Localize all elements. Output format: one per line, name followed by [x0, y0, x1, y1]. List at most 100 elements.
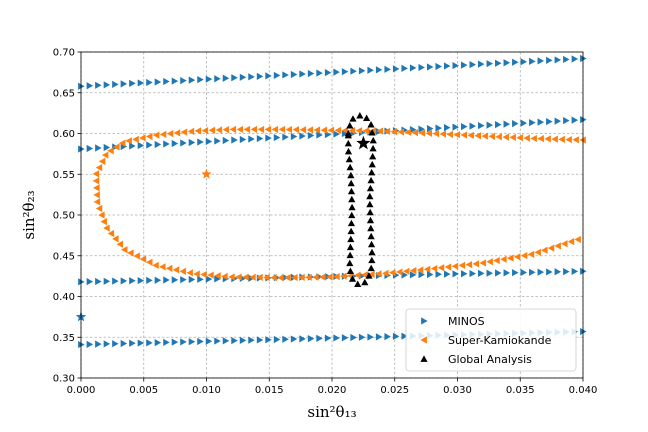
data-point — [369, 144, 377, 152]
data-point — [467, 131, 474, 139]
data-point — [409, 271, 417, 279]
data-point — [333, 68, 340, 76]
data-point — [520, 268, 528, 277]
data-point — [172, 266, 180, 274]
y-axis-label: sin²θ₂₃ — [20, 190, 38, 239]
data-point — [86, 340, 94, 348]
data-point — [277, 274, 284, 282]
data-point — [113, 143, 120, 151]
data-point — [565, 135, 572, 144]
data-point — [392, 65, 400, 73]
best-fit-star — [201, 168, 212, 179]
legend-entry: Super-Kamiokande — [448, 334, 552, 347]
data-point — [333, 334, 340, 342]
data-point — [375, 270, 382, 278]
data-point — [205, 75, 213, 83]
data-point — [235, 273, 242, 281]
data-point — [349, 115, 357, 122]
data-point — [98, 211, 105, 219]
data-point — [512, 120, 519, 128]
x-tick-label: 0.005 — [129, 385, 158, 396]
data-point — [282, 133, 289, 141]
data-point — [367, 264, 375, 272]
data-point — [416, 266, 424, 274]
data-point — [346, 163, 354, 171]
data-point — [145, 258, 153, 266]
data-point — [200, 270, 207, 279]
data-point — [264, 125, 272, 134]
data-point — [367, 176, 375, 184]
data-point — [188, 275, 196, 284]
data-point — [121, 246, 128, 254]
data-point — [547, 244, 555, 252]
data-point — [299, 335, 306, 343]
data-point — [95, 144, 102, 152]
x-tick-label: 0.035 — [506, 385, 535, 396]
data-point — [347, 227, 355, 235]
y-tick-label: 0.55 — [53, 170, 75, 181]
data-point — [396, 268, 403, 276]
data-point — [92, 177, 100, 185]
data-point — [346, 122, 354, 129]
data-point — [112, 277, 119, 285]
data-point — [214, 337, 221, 345]
data-point — [320, 126, 328, 134]
data-point — [367, 333, 374, 341]
data-point — [290, 132, 298, 141]
data-point — [458, 261, 466, 269]
data-point — [529, 57, 536, 65]
data-point — [120, 339, 128, 348]
data-point — [345, 155, 353, 163]
data-point — [503, 59, 511, 67]
data-point — [312, 273, 319, 281]
legend-box — [405, 308, 577, 372]
data-point — [366, 192, 374, 200]
data-point — [154, 140, 162, 149]
data-point — [112, 80, 119, 88]
legend-entry: Global Analysis — [448, 353, 532, 366]
data-point — [390, 128, 398, 136]
data-point — [236, 125, 244, 134]
data-point — [368, 248, 376, 256]
data-point — [95, 277, 102, 286]
data-point — [231, 74, 238, 82]
data-point — [409, 267, 417, 275]
data-point — [460, 131, 467, 139]
data-point — [222, 337, 230, 345]
data-point — [411, 129, 419, 137]
data-point — [344, 131, 352, 139]
y-tick-label: 0.35 — [53, 333, 75, 344]
data-point — [165, 264, 173, 272]
data-point — [472, 260, 480, 268]
data-point — [316, 131, 323, 139]
data-point — [361, 271, 368, 279]
data-point — [469, 269, 476, 278]
data-point — [529, 268, 536, 276]
data-point — [486, 269, 494, 277]
data-point — [299, 70, 306, 78]
data-point — [299, 126, 307, 134]
data-point — [193, 270, 200, 278]
y-tick-label: 0.45 — [53, 251, 75, 262]
data-point — [368, 128, 376, 136]
data-point — [551, 135, 558, 143]
data-point — [290, 335, 298, 343]
data-point — [571, 55, 579, 63]
data-point — [368, 256, 376, 264]
data-point — [326, 273, 333, 281]
data-point — [205, 337, 213, 345]
data-point — [486, 60, 494, 68]
data-point — [344, 139, 352, 147]
data-point — [537, 57, 545, 65]
data-point — [242, 273, 249, 281]
data-point — [563, 55, 570, 64]
data-point — [502, 133, 509, 141]
data-point — [437, 264, 445, 272]
data-point — [383, 127, 391, 135]
data-point — [452, 61, 459, 70]
data-point — [530, 134, 537, 143]
data-point — [221, 272, 228, 280]
data-point — [163, 77, 170, 86]
data-point — [248, 73, 255, 81]
